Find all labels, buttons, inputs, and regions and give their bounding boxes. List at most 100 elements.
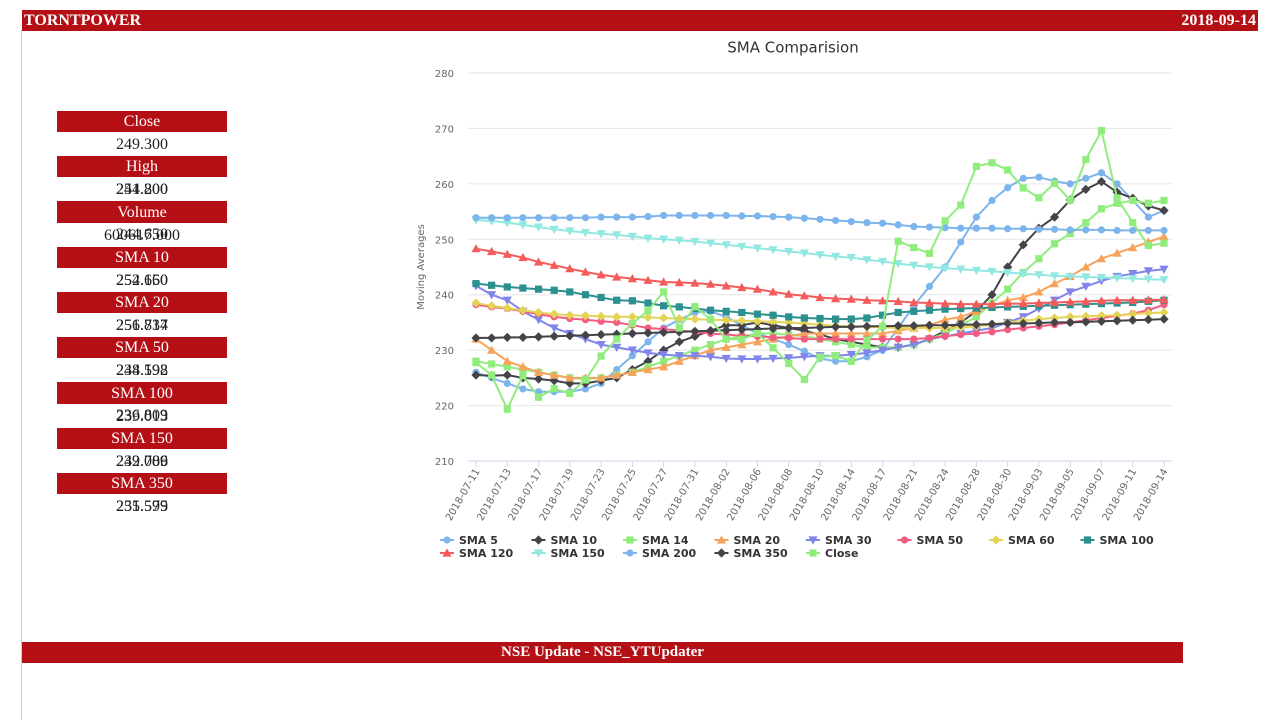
point [988, 224, 996, 232]
point [1128, 270, 1138, 279]
point [1035, 255, 1043, 263]
point [988, 328, 996, 336]
point [816, 215, 824, 223]
point [721, 325, 731, 335]
point [533, 332, 544, 342]
point [940, 320, 950, 330]
point [721, 241, 731, 250]
point [716, 548, 727, 558]
point [1128, 243, 1138, 252]
point [785, 334, 793, 342]
point [1049, 272, 1060, 281]
stat-value: 239.013 [116, 407, 168, 425]
point [971, 299, 981, 308]
point [910, 222, 918, 231]
legend-label: SMA 5 [459, 534, 498, 547]
point [768, 323, 778, 334]
point [1159, 205, 1169, 216]
point [627, 328, 637, 339]
stats-cell: SMA 150 242.709 [57, 428, 227, 473]
point [613, 365, 621, 374]
point [690, 278, 700, 287]
point [752, 355, 763, 364]
point [956, 312, 966, 321]
point [846, 294, 856, 303]
point [627, 367, 637, 376]
point [847, 341, 855, 349]
point [769, 212, 777, 221]
point [1128, 309, 1138, 319]
point [877, 328, 888, 338]
point [1159, 314, 1169, 324]
point [799, 323, 809, 333]
point [534, 285, 543, 293]
point [1050, 240, 1059, 248]
point [549, 370, 559, 379]
point [832, 352, 840, 360]
stat-value: 244.650 [116, 226, 168, 244]
point [972, 329, 980, 338]
point [957, 331, 965, 339]
point [471, 333, 481, 343]
stat-value: 239.086 [116, 452, 168, 470]
point [753, 310, 762, 318]
point [674, 313, 684, 324]
point [1019, 184, 1027, 192]
point [769, 333, 777, 341]
point [1113, 194, 1121, 202]
point [691, 346, 699, 354]
point [1113, 180, 1121, 188]
point [613, 318, 621, 327]
point [705, 279, 716, 288]
stat-value: 256.814 [116, 316, 168, 334]
point [1018, 240, 1028, 250]
point [846, 328, 856, 338]
point [533, 257, 544, 266]
point [1144, 226, 1152, 235]
y-tick-label: 230 [435, 346, 454, 357]
point [1050, 179, 1059, 188]
point [894, 308, 902, 317]
point [549, 260, 559, 269]
point [846, 253, 856, 263]
stat-value: 249.300 [116, 136, 168, 153]
point [909, 321, 919, 331]
point [690, 352, 700, 361]
point [878, 311, 887, 319]
point [846, 322, 856, 332]
point [597, 317, 605, 325]
legend-item: SMA 150 [531, 547, 605, 560]
point [1160, 239, 1168, 247]
point [831, 252, 841, 262]
stats-table: Close249.300Open244.800High251.200Low244… [57, 111, 399, 519]
point [815, 328, 825, 338]
point [519, 284, 527, 292]
point [1096, 311, 1107, 321]
point [925, 223, 934, 231]
point [1081, 317, 1091, 327]
point [533, 223, 544, 232]
point [753, 212, 762, 220]
point [1096, 273, 1107, 283]
point [660, 211, 668, 220]
divider [21, 30, 22, 720]
point [660, 288, 668, 296]
point [957, 224, 965, 232]
point [643, 349, 653, 358]
point [705, 345, 716, 354]
legend-item: SMA 50 [897, 534, 963, 547]
point [737, 355, 747, 364]
point [690, 237, 700, 247]
point [1113, 199, 1121, 207]
point [831, 322, 841, 332]
point [816, 353, 824, 361]
point [799, 353, 809, 362]
point [533, 316, 544, 325]
point [581, 214, 590, 222]
point [659, 313, 669, 323]
header-title: TORNTPOWER [24, 12, 142, 29]
y-tick-label: 220 [435, 402, 454, 413]
stat-label: SMA 150 [57, 428, 227, 450]
